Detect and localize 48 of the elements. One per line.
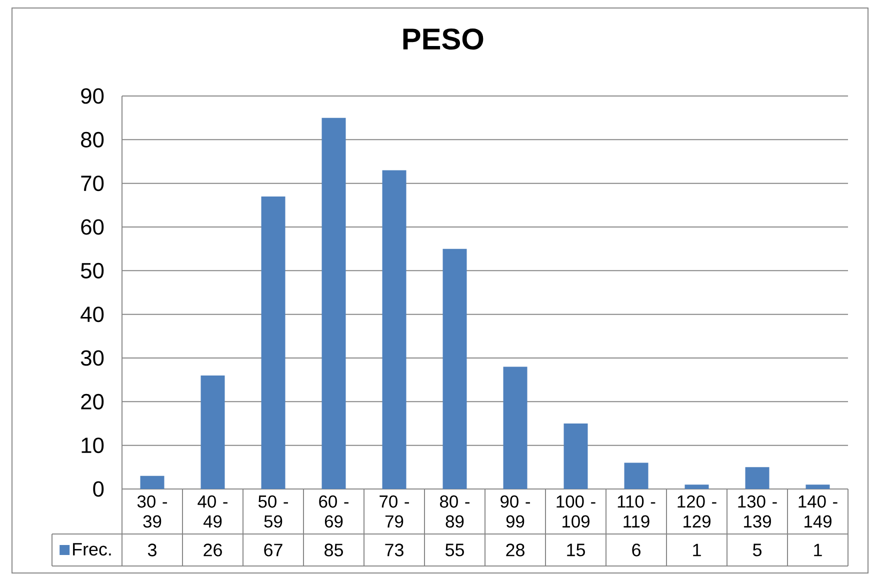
x-tick-label: 30 - 39 xyxy=(137,495,167,528)
x-tick-label: 120 - 129 xyxy=(678,495,716,528)
x-tick-label: 60 - 69 xyxy=(319,495,348,528)
y-tick-label: 40 xyxy=(80,306,104,322)
y-tick-label: 50 xyxy=(80,262,104,278)
x-tick-label: 50 - 59 xyxy=(258,495,288,528)
chart-title: PESO xyxy=(403,28,484,50)
data-label: 1 xyxy=(693,544,701,556)
data-label: 6 xyxy=(632,544,640,556)
bar xyxy=(624,462,648,490)
x-tick-label: 70 - 79 xyxy=(380,495,409,528)
data-label: 85 xyxy=(324,544,343,556)
data-label: 67 xyxy=(264,544,282,556)
y-tick-label: 90 xyxy=(81,88,104,104)
bar xyxy=(684,484,709,490)
bar xyxy=(564,424,588,490)
data-label: 3 xyxy=(148,544,156,556)
y-tick-label: 80 xyxy=(81,132,104,148)
data-label: 26 xyxy=(204,544,222,556)
x-tick-label: 80 - 89 xyxy=(440,495,470,528)
x-tick-label: 100 - 109 xyxy=(556,495,596,528)
data-label: 5 xyxy=(752,544,762,556)
bar xyxy=(745,467,770,490)
bar xyxy=(140,476,164,490)
data-label: 28 xyxy=(506,544,524,556)
y-tick-label: 60 xyxy=(81,219,104,235)
legend-label: Frec. xyxy=(73,543,111,556)
bar xyxy=(503,366,528,490)
data-label: 1 xyxy=(814,544,822,556)
x-tick-label: 90 - 99 xyxy=(500,495,530,528)
x-tick-label: 130 - 139 xyxy=(738,495,777,528)
y-tick-label: 20 xyxy=(81,394,104,410)
y-tick-label: 10 xyxy=(82,438,104,454)
y-tick-label: 30 xyxy=(80,350,104,366)
data-label: 73 xyxy=(385,544,404,556)
bar xyxy=(442,248,467,490)
bar xyxy=(322,118,346,490)
x-tick-label: 140 - 149 xyxy=(798,495,838,528)
bar xyxy=(382,170,406,490)
data-label: 15 xyxy=(567,544,585,556)
y-tick-label: 0 xyxy=(93,481,104,497)
y-tick-label: 70 xyxy=(81,176,104,192)
data-label: 55 xyxy=(446,544,464,556)
bar xyxy=(261,196,286,490)
bar xyxy=(200,375,225,490)
x-tick-label: 40 - 49 xyxy=(198,495,228,528)
x-tick-label: 110 - 119 xyxy=(618,495,656,528)
bar xyxy=(806,484,830,490)
